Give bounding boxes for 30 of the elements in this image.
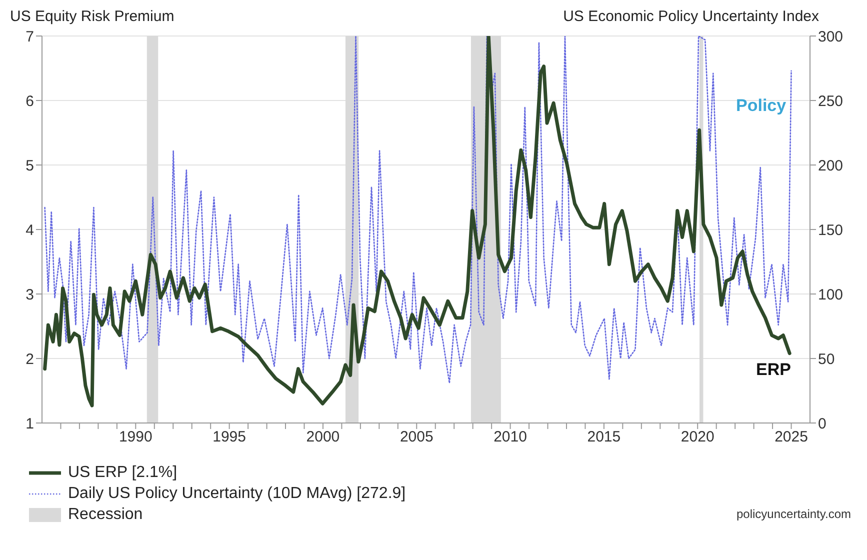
legend-label: Recession: [68, 505, 143, 525]
y-tick-label: 2: [26, 350, 34, 368]
y-axis-title: US Equity Risk Premium: [10, 8, 174, 27]
y-tick-label: 5: [26, 157, 34, 174]
legend-label: US ERP [2.1%]: [68, 463, 178, 483]
y-tick-label: 6: [26, 92, 34, 110]
x-tick-label: 2020: [680, 428, 714, 446]
y-tick-label: 7: [26, 28, 34, 46]
x-tick-label: 2015: [587, 428, 621, 446]
y-tick-label: 4: [26, 222, 34, 239]
x-tick-label: 1995: [212, 428, 246, 446]
annotation: ERP: [756, 360, 791, 380]
annotation: Policy: [736, 96, 786, 116]
x-tick-label: 2005: [400, 428, 434, 446]
x-tick-label: 1990: [118, 428, 152, 446]
x-tick-label: 2000: [306, 428, 340, 446]
y2-tick-label: 100: [818, 286, 844, 304]
legend-label: Daily US Policy Uncertainty (10D MAvg) [272.9]: [68, 484, 406, 504]
y2-tick-label: 0: [818, 415, 826, 432]
y2-tick-label: 300: [818, 28, 844, 46]
y-tick-label: 3: [26, 286, 34, 304]
text: policyuncertainty.com: [736, 507, 851, 521]
y2-tick-label: 150: [818, 222, 844, 239]
y2-tick-label: 250: [818, 92, 844, 110]
y-tick-label: 1: [26, 415, 34, 432]
y2-tick-label: 50: [818, 350, 835, 368]
y2-axis-title: US Economic Policy Uncertainty Index: [563, 8, 819, 27]
x-tick-label: 2010: [494, 428, 527, 446]
x-tick-label: 2025: [774, 428, 808, 446]
y2-tick-label: 200: [818, 157, 844, 174]
